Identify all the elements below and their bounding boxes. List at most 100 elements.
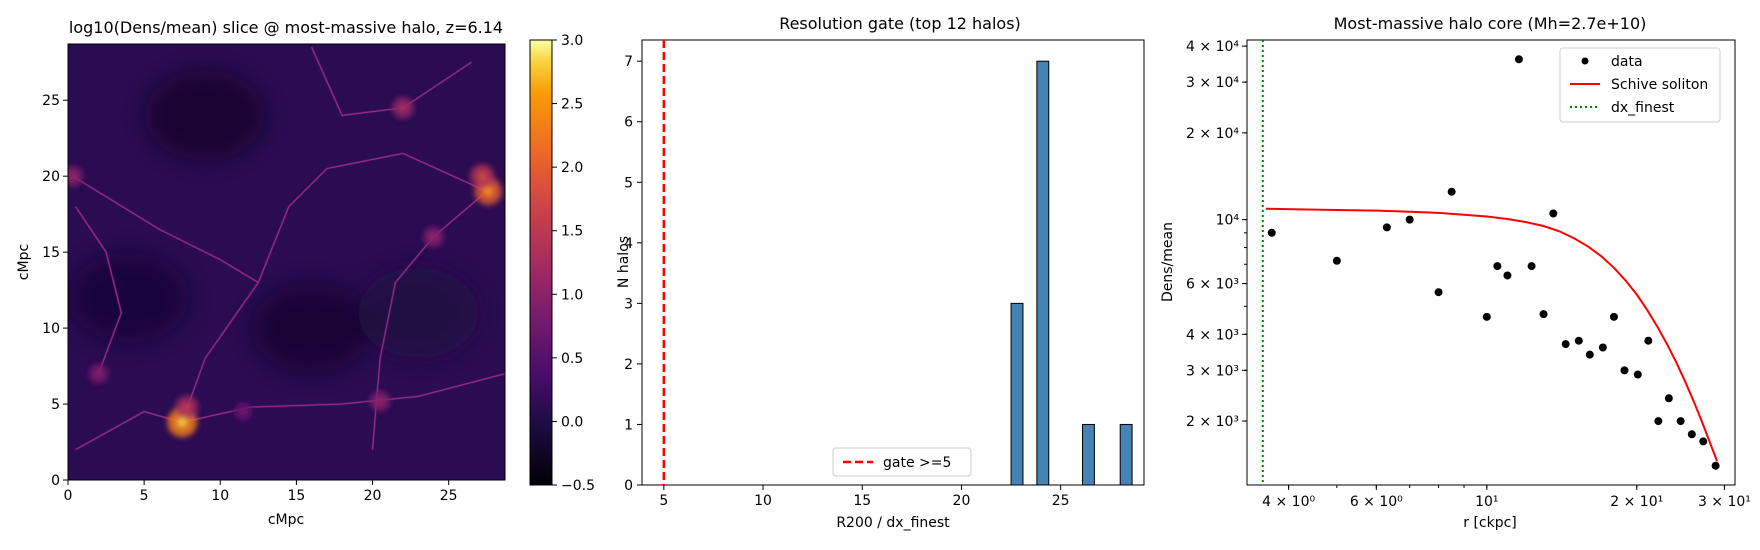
bar-legend-box — [832, 447, 972, 477]
data-point — [1405, 215, 1414, 224]
histogram-bar — [1119, 423, 1133, 486]
heatmap-x-tick-label: 10 — [211, 488, 229, 504]
heatmap-image — [68, 44, 505, 480]
heatmap-y-tick-label: 5 — [51, 397, 60, 413]
heatmap-y-tick-label: 10 — [42, 321, 60, 337]
bar-y-tick-label: 0 — [624, 478, 633, 494]
heatmap-bright-spot-core — [483, 187, 493, 196]
data-point — [1654, 417, 1663, 426]
heatmap-filament-core — [72, 175, 259, 283]
heatmap-x-tick-label: 15 — [287, 488, 305, 504]
scatter-y-tick-label: 4 × 10³ — [1186, 327, 1239, 343]
heatmap-void — [358, 267, 479, 358]
data-point — [1332, 256, 1341, 265]
data-point — [1574, 336, 1583, 345]
data-point — [1527, 262, 1536, 271]
scatter-axes-frame — [1246, 39, 1736, 486]
data-point — [1598, 343, 1607, 352]
bar-y-tick-label: 2 — [624, 357, 633, 373]
heatmap-bright-spot-core — [399, 104, 407, 112]
bar-legend-label: gate >=5 — [883, 455, 951, 471]
data-point — [1514, 55, 1523, 64]
colorbar-tick-label: 0.0 — [561, 414, 583, 430]
bar-y-tick-label: 1 — [624, 417, 633, 433]
data-point — [1482, 312, 1491, 321]
scatter-x-tick-label: 4 × 10⁰ — [1262, 494, 1315, 510]
data-point — [1664, 394, 1673, 403]
heatmap-bright-spot-core — [69, 172, 76, 180]
panel2-title: Resolution gate (top 12 halos) — [779, 14, 1021, 33]
colorbar-tick-label: 0.5 — [561, 351, 583, 367]
data-points — [1267, 55, 1720, 470]
data-point — [1549, 209, 1558, 218]
bar-legend: gate >=5 — [832, 447, 972, 477]
scatter-x-tick-label: 6 × 10⁰ — [1350, 494, 1403, 510]
colorbar-ticks: −0.5 0.0 0.5 1.0 1.5 2.0 2.5 3.0 — [552, 33, 595, 494]
heatmap-y-tick-label: 20 — [42, 169, 60, 185]
data-point — [1561, 340, 1570, 349]
data-point — [1539, 310, 1548, 319]
heatmap-x-ticks: 0 5 10 15 20 25 — [64, 480, 458, 504]
data-point — [1434, 288, 1443, 297]
bar-bars — [1010, 60, 1133, 486]
scatter-legend: data Schive soliton dx_finest — [1559, 47, 1721, 123]
legend-data-marker — [1581, 57, 1589, 65]
data-point — [1493, 262, 1502, 271]
heatmap-bright-spot-core — [430, 233, 437, 241]
colorbar-tick-label: −0.5 — [561, 478, 595, 494]
heatmap-y-label: cMpc — [16, 244, 32, 280]
heatmap-filament-core — [181, 152, 487, 423]
data-point — [1711, 461, 1720, 470]
heatmap-bright-spots — [68, 96, 502, 438]
colorbar-tick-label: 2.5 — [561, 97, 583, 113]
heatmap-bright-spot-core — [478, 172, 486, 180]
heatmap-bright-spot-core — [95, 370, 102, 377]
heatmap-x-label: cMpc — [268, 512, 304, 528]
heatmap-bright-spot-core — [376, 397, 384, 405]
scatter-y-tick-label: 2 × 10⁴ — [1186, 126, 1239, 142]
heatmap-x-tick-label: 20 — [364, 488, 382, 504]
heatmap-x-tick-label: 25 — [440, 488, 458, 504]
soliton-curve — [1265, 207, 1719, 462]
data-point — [1382, 223, 1391, 232]
legend-soliton-label: Schive soliton — [1611, 77, 1708, 93]
bar-y-tick-label: 7 — [624, 54, 633, 70]
colorbar-tick-label: 1.0 — [561, 287, 583, 303]
data-point — [1447, 187, 1456, 196]
legend-dx-label: dx_finest — [1611, 100, 1675, 116]
data-point — [1676, 417, 1685, 426]
panel3-title: Most-massive halo core (Mh=2.7e+10) — [1334, 14, 1647, 33]
data-point — [1620, 366, 1629, 375]
bar-y-tick-label: 4 — [624, 236, 633, 252]
data-point — [1585, 350, 1594, 359]
scatter-y-tick-label: 3 × 10³ — [1186, 363, 1239, 379]
soliton-line — [1265, 207, 1719, 462]
scatter-legend-box — [1559, 47, 1721, 123]
density-slice-panel: log10(Dens/mean) slice @ most-massive ha… — [16, 18, 595, 528]
colorbar-tick-label: 3.0 — [561, 33, 583, 49]
heatmap-filament-core — [311, 46, 472, 116]
heatmap-y-tick-label: 15 — [42, 245, 60, 261]
colorbar-gradient — [529, 39, 553, 486]
data-point — [1699, 437, 1708, 446]
data-point — [1503, 271, 1512, 280]
halo-core-panel: Most-massive halo core (Mh=2.7e+10) 4 × … — [1160, 14, 1751, 531]
bar-y-tick-label: 6 — [624, 115, 633, 131]
scatter-y-tick-label: 4 × 10⁴ — [1186, 39, 1239, 55]
heatmap-bright-spot-core — [177, 417, 187, 427]
scatter-y-tick-label: 6 × 10³ — [1186, 277, 1239, 293]
data-point — [1633, 370, 1642, 379]
scatter-y-ticks: 2 × 10³ 3 × 10³ 4 × 10³ 6 × 10³ 10⁴ 2 × 10⁴ 3 … — [1186, 39, 1247, 430]
resolution-gate-panel: Resolution gate (top 12 halos) 5 10 15 20 25… — [616, 14, 1145, 531]
histogram-bar — [1010, 302, 1024, 486]
histogram-bar — [1081, 423, 1095, 486]
colorbar-tick-label: 1.5 — [561, 224, 583, 240]
data-point — [1644, 336, 1653, 345]
heatmap-y-tick-label: 25 — [42, 93, 60, 109]
heatmap-filament-core — [75, 206, 122, 374]
heatmap-void — [251, 283, 372, 374]
bar-x-tick-label: 25 — [1052, 493, 1070, 509]
scatter-y-tick-label: 10⁴ — [1216, 213, 1240, 229]
bar-x-label: R200 / dx_finest — [836, 515, 950, 531]
